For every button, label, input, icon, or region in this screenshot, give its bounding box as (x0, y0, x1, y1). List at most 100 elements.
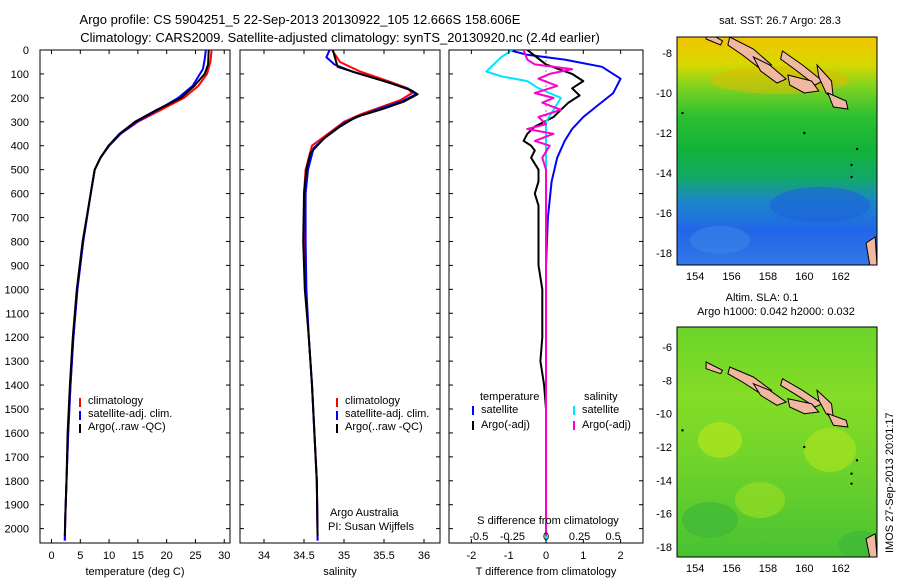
x-tick-label: 34.5 (293, 550, 314, 562)
reef-dot (850, 482, 853, 485)
y-tick-label: -6 (662, 342, 672, 354)
x-tick-label: 160 (795, 271, 813, 283)
sla-high-patch (735, 482, 785, 518)
island (752, 55, 788, 84)
x-tick-label: 154 (686, 563, 704, 575)
series-argo-raw-qc- (63, 50, 210, 536)
y-tick-label: 800 (11, 236, 29, 248)
sla-map-subtitle: Argo h1000: 0.042 h2000: 0.032 (697, 306, 855, 318)
s-difference-label: S difference from climatology (477, 515, 619, 527)
x-tick-label: 35 (338, 550, 350, 562)
y-tick-label: 900 (11, 260, 29, 272)
y-tick-label: 200 (11, 93, 29, 105)
reef-dot (681, 111, 684, 115)
x-tick-label: 30 (218, 550, 230, 562)
x-tick-label: 158 (759, 271, 777, 283)
x-tick-label: 158 (759, 563, 777, 575)
island (865, 532, 877, 557)
series-s-argo-adj- (522, 50, 574, 536)
y-tick-label: 700 (11, 213, 29, 225)
island-outlines (681, 361, 877, 557)
y-tick-label: -14 (656, 168, 672, 180)
y-tick-label: 100 (11, 69, 29, 81)
x-tick-label: 0 (543, 550, 549, 562)
x-tick-label: 25 (189, 550, 201, 562)
series-t-argo-adj- (522, 50, 585, 536)
y-tick-label: -16 (656, 509, 672, 521)
y-tick-label: -8 (662, 375, 672, 387)
legend-label-climatology: climatology (345, 395, 401, 407)
x-tick-label: 36 (418, 550, 430, 562)
sla-map-title: Altim. SLA: 0.1 (726, 292, 799, 304)
x-tick-label: 160 (795, 563, 813, 575)
x-tick-label: 1 (580, 550, 586, 562)
x-tick-label: 10 (103, 550, 115, 562)
y-tick-label: 500 (11, 165, 29, 177)
x-tick-label: 162 (831, 563, 849, 575)
reef-dot (855, 459, 859, 462)
y-tick-label: 2000 (5, 524, 29, 536)
difference-legend: temperature salinity satellite Argo(-adj… (472, 391, 631, 527)
y-tick-label: 1600 (5, 428, 29, 440)
x-tick-label: 156 (722, 271, 740, 283)
legend-label-t-argo: Argo(-adj) (481, 419, 530, 431)
y-tick-label: -8 (662, 48, 672, 60)
reef-dot (681, 429, 684, 432)
y-tick-label: -10 (656, 88, 672, 100)
x-axis-label-difference: T difference from climatology (476, 566, 617, 578)
y-tick-label: 1500 (5, 404, 29, 416)
island (826, 92, 849, 110)
y-tick-label: 0 (23, 45, 29, 57)
sla-map (677, 327, 877, 557)
x-tick-label: 0 (48, 550, 54, 562)
legend-label-t-satellite: satellite (481, 404, 518, 416)
salinity-legend: climatology satellite-adj. clim. Argo(..… (328, 395, 429, 533)
x-tick-label: -1 (504, 550, 514, 562)
s-tick-label: 0 (543, 531, 549, 543)
sla-high-patch (804, 428, 856, 472)
legend-label-argo: Argo(..raw -QC) (88, 421, 166, 433)
sst-cool-patch (770, 187, 870, 223)
legend-title-salinity: salinity (584, 391, 618, 403)
imos-timestamp: IMOS 27-Sep-2013 20:01:17 (884, 412, 896, 553)
x-tick-label: 156 (722, 563, 740, 575)
island (780, 50, 824, 86)
salinity-panel (239, 49, 441, 544)
legend-label-s-satellite: satellite (582, 404, 619, 416)
island (780, 377, 824, 408)
temperature-panel (39, 49, 231, 544)
y-tick-label: -18 (656, 248, 672, 260)
y-tick-label: 1400 (5, 380, 29, 392)
title-line-2: Climatology: CARS2009. Satellite-adjuste… (80, 30, 600, 45)
sst-cool-patch (690, 226, 750, 254)
y-tick-label: 1700 (5, 452, 29, 464)
x-axis-label-temperature: temperature (deg C) (85, 566, 184, 578)
y-tick-label: -16 (656, 208, 672, 220)
s-tick-label: 0.5 (606, 531, 621, 543)
y-tick-label: -14 (656, 475, 672, 487)
s-tick-label: -0.5 (469, 531, 488, 543)
y-tick-label: 1200 (5, 332, 29, 344)
sst-map-frame (676, 36, 878, 266)
island (705, 37, 724, 46)
y-tick-label: 1300 (5, 356, 29, 368)
island (865, 236, 877, 265)
y-tick-label: -12 (656, 442, 672, 454)
x-tick-label: 162 (831, 271, 849, 283)
title-line-1: Argo profile: CS 5904251_5 22-Sep-2013 2… (80, 12, 521, 27)
y-tick-label: -10 (656, 409, 672, 421)
reef-dot (803, 131, 806, 135)
y-tick-label: 1100 (5, 308, 29, 320)
island (826, 412, 849, 428)
s-tick-label: -0.25 (500, 531, 525, 543)
x-tick-label: 5 (77, 550, 83, 562)
x-axis-label-salinity: salinity (323, 566, 357, 578)
y-tick-label: 600 (11, 189, 29, 201)
annotation-pi: PI: Susan Wijffels (328, 521, 414, 533)
island (787, 74, 820, 94)
y-tick-label: 1900 (5, 500, 29, 512)
legend-label-satellite: satellite-adj. clim. (88, 408, 172, 420)
x-tick-label: 2 (618, 550, 624, 562)
reef-dot (850, 175, 853, 179)
island-outlines (681, 37, 877, 265)
